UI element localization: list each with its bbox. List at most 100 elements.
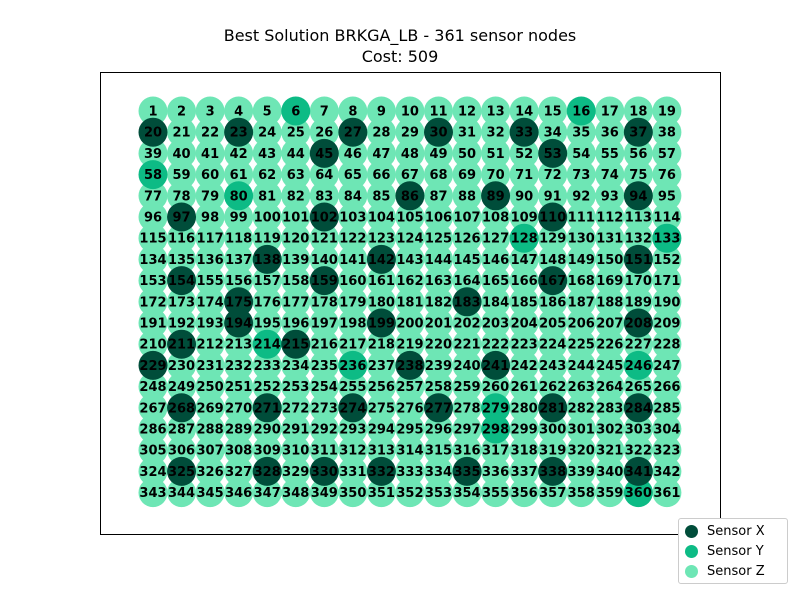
node-label-89: 89 [487, 189, 505, 204]
node-label-151: 151 [625, 253, 652, 268]
node-label-294: 294 [368, 423, 395, 438]
legend-item-sensor-z: Sensor Z [685, 561, 787, 581]
sensor-node-326 [195, 456, 225, 486]
node-label-282: 282 [568, 401, 595, 416]
sensor-node-305 [138, 435, 168, 465]
node-label-61: 61 [230, 168, 248, 183]
node-label-360: 360 [625, 486, 652, 501]
sensor-node-168 [566, 266, 596, 296]
sensor-node-252 [252, 372, 282, 402]
node-label-215: 215 [282, 338, 309, 353]
node-label-257: 257 [396, 380, 423, 395]
node-label-70: 70 [487, 168, 505, 183]
sensor-node-277 [424, 393, 453, 423]
node-label-167: 167 [539, 274, 566, 289]
sensor-node-356 [509, 478, 539, 508]
sensor-node-349 [309, 478, 339, 508]
sensor-node-21 [167, 117, 197, 147]
node-label-254: 254 [311, 380, 338, 395]
sensor-node-100 [252, 202, 282, 232]
node-label-132: 132 [625, 232, 652, 247]
sensor-node-176 [252, 287, 282, 317]
sensor-node-310 [281, 435, 311, 465]
sensor-node-261 [509, 372, 539, 402]
node-label-24: 24 [258, 126, 276, 141]
node-label-162: 162 [396, 274, 423, 289]
node-label-156: 156 [225, 274, 252, 289]
sensor-node-79 [195, 181, 225, 211]
sensor-node-227 [623, 329, 653, 359]
sensor-node-275 [366, 393, 396, 423]
node-label-170: 170 [625, 274, 652, 289]
node-label-228: 228 [653, 338, 680, 353]
sensor-node-223 [509, 329, 539, 359]
sensor-node-34 [538, 117, 568, 147]
sensor-node-343 [138, 478, 168, 508]
node-label-239: 239 [425, 359, 452, 374]
sensor-node-38 [652, 117, 682, 147]
sensor-node-292 [309, 414, 339, 444]
node-label-256: 256 [368, 380, 395, 395]
node-label-137: 137 [225, 253, 252, 268]
node-label-281: 281 [539, 401, 566, 416]
sensor-node-33 [509, 117, 539, 147]
node-label-69: 69 [458, 168, 476, 183]
node-label-124: 124 [396, 232, 423, 247]
node-label-129: 129 [539, 232, 566, 247]
node-label-296: 296 [425, 423, 452, 438]
node-label-356: 356 [511, 486, 538, 501]
node-label-157: 157 [254, 274, 281, 289]
node-label-25: 25 [287, 126, 305, 141]
sensor-node-236 [338, 350, 368, 380]
node-label-258: 258 [425, 380, 452, 395]
sensor-node-170 [623, 266, 653, 296]
node-label-275: 275 [368, 401, 395, 416]
sensor-node-337 [509, 456, 539, 486]
sensor-node-116 [167, 223, 197, 253]
sensor-node-158 [281, 266, 311, 296]
sensor-node-144 [424, 244, 453, 274]
node-label-110: 110 [539, 211, 566, 226]
sensor-node-77 [138, 181, 168, 211]
sensor-node-210 [138, 329, 168, 359]
sensor-node-355 [481, 478, 511, 508]
node-label-209: 209 [653, 317, 680, 332]
sensor-node-138 [252, 244, 282, 274]
sensor-node-272 [281, 393, 311, 423]
node-label-175: 175 [225, 295, 252, 310]
sensor-node-126 [452, 223, 482, 253]
sensor-node-230 [167, 350, 197, 380]
node-label-232: 232 [225, 359, 252, 374]
sensor-node-3 [195, 96, 225, 126]
node-label-52: 52 [515, 147, 533, 162]
sensor-node-180 [366, 287, 396, 317]
sensor-node-72 [538, 160, 568, 190]
sensor-node-132 [623, 223, 653, 253]
sensor-node-299 [509, 414, 539, 444]
sensor-node-308 [224, 435, 254, 465]
node-label-223: 223 [511, 338, 538, 353]
sensor-node-56 [623, 138, 653, 168]
sensor-node-224 [538, 329, 568, 359]
node-label-100: 100 [254, 211, 281, 226]
sensor-node-214 [252, 329, 282, 359]
sensor-node-28 [366, 117, 396, 147]
sensor-node-59 [167, 160, 197, 190]
sensor-node-159 [309, 266, 339, 296]
node-label-108: 108 [482, 211, 509, 226]
sensor-node-127 [481, 223, 511, 253]
sensor-node-296 [424, 414, 453, 444]
sensor-node-300 [538, 414, 568, 444]
node-label-169: 169 [596, 274, 623, 289]
sensor-node-61 [224, 160, 254, 190]
node-label-40: 40 [173, 147, 191, 162]
node-label-158: 158 [282, 274, 309, 289]
node-label-201: 201 [425, 317, 452, 332]
sensor-node-181 [395, 287, 425, 317]
node-label-146: 146 [482, 253, 509, 268]
node-label-65: 65 [344, 168, 362, 183]
node-label-112: 112 [596, 211, 623, 226]
node-label-350: 350 [339, 486, 366, 501]
node-label-9: 9 [377, 105, 386, 120]
sensor-node-152 [652, 244, 682, 274]
